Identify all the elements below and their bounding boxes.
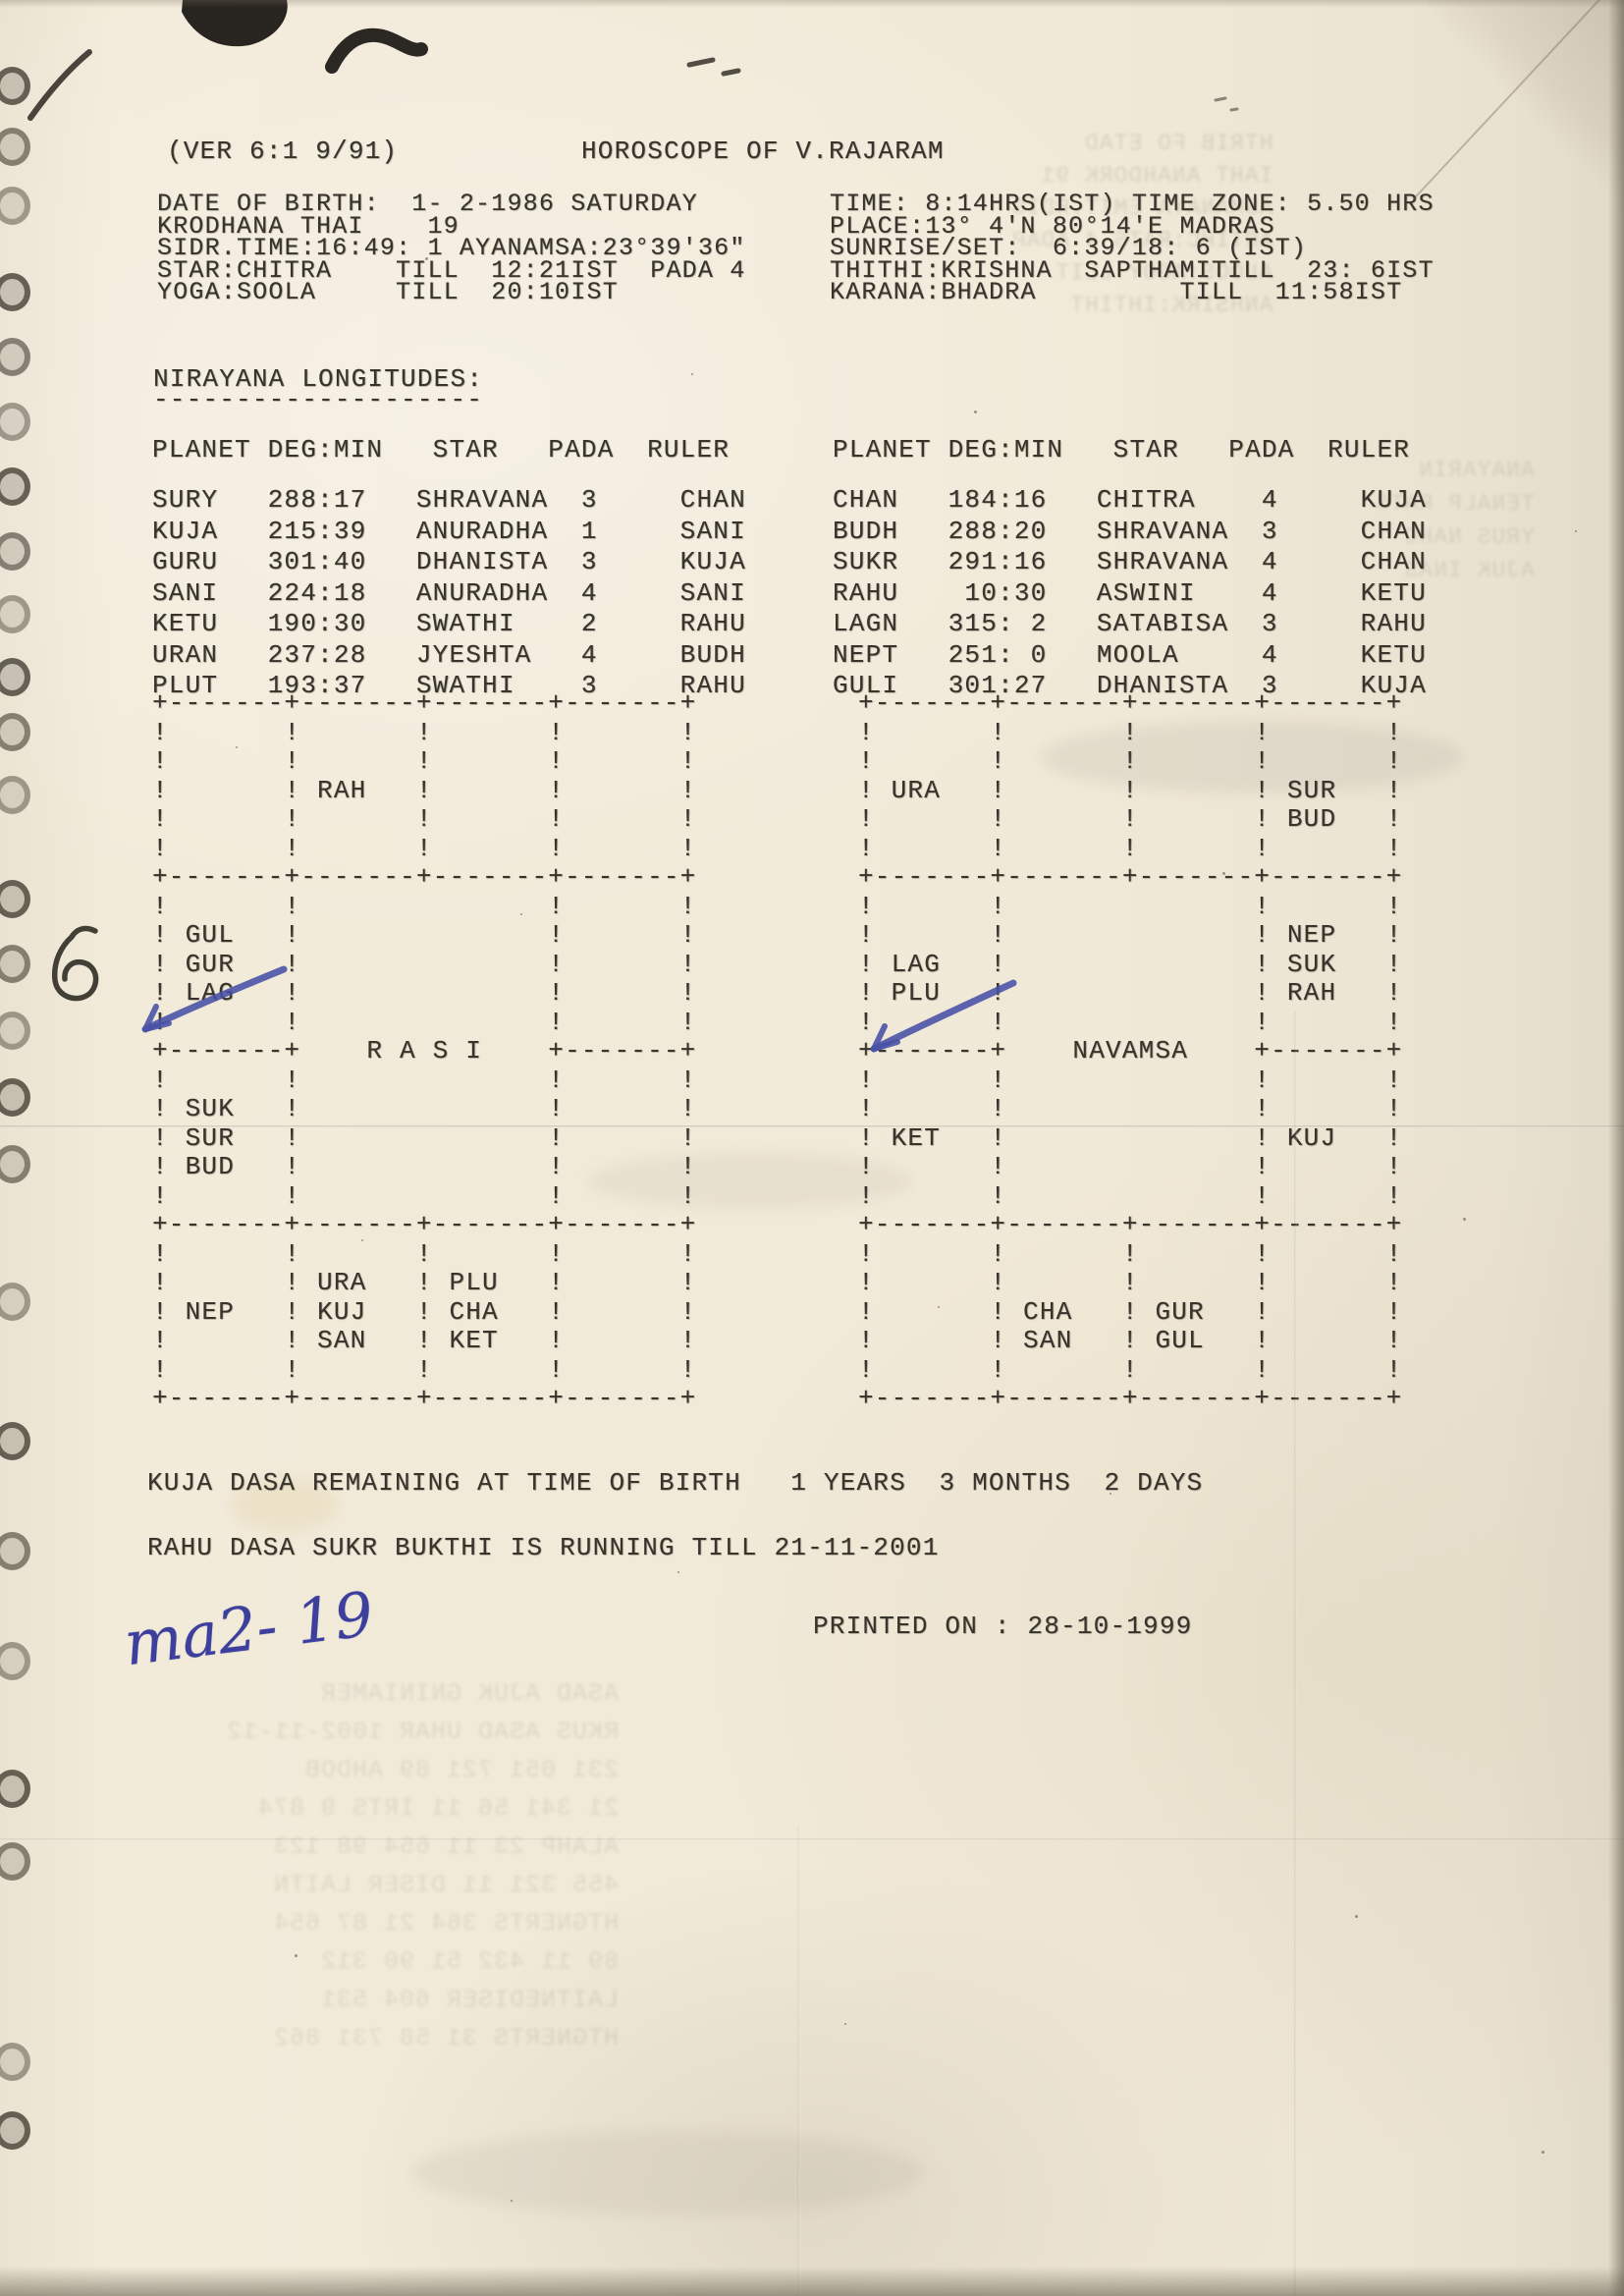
paper-stain: [412, 2131, 923, 2214]
fold-crease: [0, 1125, 1624, 1128]
paper-speck: [1222, 872, 1225, 875]
binder-hole-mark: [0, 776, 30, 814]
corner-fold-crease: [1412, 0, 1616, 200]
paper-speck: [425, 257, 428, 260]
binder-hole-mark: [0, 403, 30, 441]
binder-hole-mark: [0, 713, 30, 751]
paper-speck: [1463, 1218, 1466, 1221]
scanner-scribble: [325, 27, 428, 74]
printed-on-label: PRINTED ON : 28-10-1999: [813, 1612, 1193, 1641]
planet-table-left: SURY 288:17 SHRAVANA 3 CHAN KUJA 215:39 …: [152, 485, 746, 700]
binder-hole-mark: [0, 532, 30, 571]
binder-hole-mark: [0, 187, 30, 225]
paper-speck: [1542, 2151, 1544, 2154]
version-label: (VER 6:1 9/91): [167, 137, 399, 166]
paper-speck: [974, 410, 977, 413]
paper-speck: [1355, 1915, 1358, 1918]
navamsa-chart: +-------+-------+-------+-------+ ! ! ! …: [858, 688, 1403, 1413]
margin-mark-6: [51, 925, 99, 1002]
fold-crease: [797, 1827, 800, 2296]
planet-table-header-right: PLANET DEG:MIN STAR PADA RULER: [833, 435, 1411, 465]
page-edge: [0, 2267, 1624, 2296]
binder-hole-mark: [0, 1078, 30, 1117]
binder-hole-mark: [0, 1283, 30, 1321]
page-edge: [0, 0, 1624, 8]
binder-hole-mark: [0, 1532, 30, 1570]
paper-stain: [589, 1154, 913, 1208]
handwritten-note: ma2- 19: [120, 1577, 378, 1680]
bleedthrough-artifact: ASAD AJUK GNINIAMER RKUS ASAD UHAR 1002-…: [226, 1679, 620, 2052]
binder-hole-mark: [0, 1642, 30, 1680]
binder-hole-mark: [0, 880, 30, 918]
binder-hole-mark: [0, 595, 30, 633]
paper-speck: [677, 1571, 679, 1573]
paper-speck: [691, 373, 693, 375]
paper-speck: [844, 2023, 846, 2025]
ink-speck-marks: [686, 57, 741, 77]
page-edge: [1608, 0, 1624, 2296]
kuja-dasa-line: KUJA DASA REMAINING AT TIME OF BIRTH 1 Y…: [147, 1468, 1204, 1498]
planet-table-right: CHAN 184:16 CHITRA 4 KUJA BUDH 288:20 SH…: [833, 485, 1427, 700]
binder-hole-mark: [0, 2043, 30, 2081]
fold-crease: [1294, 1011, 1297, 2296]
binder-hole-mark: [0, 273, 30, 311]
rahu-dasa-line: RAHU DASA SUKR BUKTHI IS RUNNING TILL 21…: [147, 1533, 940, 1562]
ink-speck-marks: [1214, 96, 1239, 112]
paper-speck: [361, 1239, 363, 1241]
binder-hole-mark: [0, 1011, 30, 1050]
scan-smudge: [1041, 722, 1463, 793]
fold-crease: [0, 1838, 1624, 1841]
paper-stain: [231, 1478, 339, 1532]
binder-hole-mark: [0, 1770, 30, 1808]
paper-speck: [511, 2200, 513, 2202]
birth-details-left: DATE OF BIRTH: 1- 2-1986 SATURDAY KRODHA…: [157, 190, 746, 307]
corner-fold: [1412, 0, 1624, 211]
binder-hole-mark: [0, 338, 30, 376]
nirayana-heading: NIRAYANA LONGITUDES:: [153, 364, 484, 394]
birth-details-right: TIME: 8:14HRS(IST) TIME ZONE: 5.50 HRS P…: [830, 190, 1435, 307]
binder-hole-mark: [0, 67, 30, 105]
binder-hole-mark: [0, 945, 30, 983]
page-title: HOROSCOPE OF V.RAJARAM: [581, 137, 945, 166]
pen-stroke-top-left: [27, 49, 92, 121]
binder-hole-mark: [0, 1422, 30, 1460]
paper-speck: [1575, 530, 1577, 532]
planet-table-header-left: PLANET DEG:MIN STAR PADA RULER: [152, 435, 731, 465]
paper-speck: [938, 1306, 940, 1308]
binder-hole-mark: [0, 128, 30, 166]
binder-hole-mark: [0, 1145, 30, 1183]
binder-hole-mark: [0, 1842, 30, 1881]
paper-speck: [520, 913, 522, 915]
binder-hole-mark: [0, 658, 30, 696]
binder-hole-mark: [0, 467, 30, 506]
nirayana-underline: --------------------: [153, 385, 484, 414]
paper-speck: [236, 746, 238, 748]
paper-speck: [1139, 629, 1141, 630]
paper-speck: [295, 1954, 298, 1957]
paper-speck: [1110, 1493, 1111, 1495]
binder-hole-mark: [0, 2111, 30, 2150]
rasi-chart: +-------+-------+-------+-------+ ! ! ! …: [152, 688, 697, 1413]
